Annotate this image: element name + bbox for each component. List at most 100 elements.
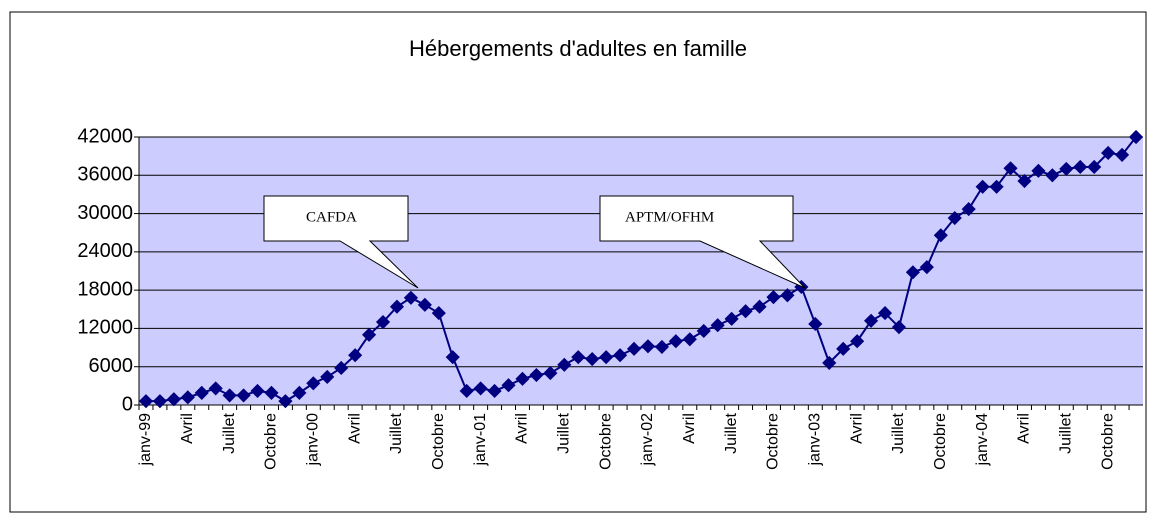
marker	[501, 378, 516, 393]
marker	[724, 311, 739, 326]
marker	[780, 288, 795, 303]
x-tick-label: Avril	[848, 413, 865, 444]
marker	[222, 388, 237, 403]
annotation: CAFDA	[306, 209, 357, 225]
y-tick-label: 24000	[77, 240, 133, 262]
x-tick-label: janv-03	[807, 413, 824, 467]
marker	[738, 304, 753, 319]
marker	[668, 334, 683, 349]
plot-area	[139, 137, 1143, 405]
y-tick-label: 18000	[77, 278, 133, 300]
callout	[599, 195, 806, 289]
y-tick-label: 36000	[77, 164, 133, 186]
marker	[599, 350, 614, 365]
y-tick-label: 12000	[77, 317, 133, 339]
marker	[166, 392, 181, 407]
y-tick-label: 30000	[77, 202, 133, 224]
marker	[682, 332, 697, 347]
x-tick-label: Avril	[179, 413, 196, 444]
marker	[1073, 159, 1088, 175]
marker	[208, 381, 223, 396]
marker	[766, 290, 781, 305]
marker	[654, 339, 669, 355]
marker	[1017, 173, 1032, 189]
x-tick-label: Juillet	[890, 412, 907, 453]
marker	[571, 350, 586, 365]
x-tick-label: janv-02	[639, 413, 656, 467]
x-tick-label: Juillet	[221, 412, 238, 453]
x-tick-label: Avril	[346, 413, 363, 444]
marker	[417, 297, 432, 312]
x-tick-label: Octobre	[263, 413, 280, 470]
marker	[264, 385, 279, 400]
x-tick-label: janv-04	[974, 413, 991, 467]
marker	[431, 306, 446, 321]
marker	[1115, 147, 1130, 162]
marker	[905, 265, 920, 280]
marker	[933, 228, 948, 243]
x-tick-label: Avril	[514, 413, 531, 444]
y-tick-label: 0	[122, 393, 133, 415]
chart-title: Hébergements d'adultes en famille	[409, 36, 747, 61]
marker	[236, 388, 251, 403]
marker	[585, 351, 600, 367]
marker	[348, 348, 363, 363]
marker	[138, 394, 154, 409]
marker	[320, 369, 335, 384]
marker	[1128, 129, 1144, 145]
marker	[626, 341, 642, 356]
marker	[864, 313, 879, 328]
marker	[1087, 159, 1102, 175]
marker	[487, 383, 502, 399]
marker	[180, 390, 195, 405]
x-tick-label: Juillet	[556, 412, 573, 453]
x-tick-label: janv-01	[472, 413, 489, 467]
x-tick-label: Avril	[681, 413, 698, 444]
y-tick-label: 6000	[89, 355, 134, 377]
marker	[152, 394, 167, 409]
marker	[947, 210, 962, 226]
marker	[836, 341, 851, 356]
callout	[263, 195, 419, 289]
marker	[1045, 168, 1060, 183]
marker	[710, 318, 725, 333]
x-tick-label: Octobre	[1099, 413, 1116, 470]
x-tick-label: janv-00	[305, 413, 322, 467]
marker	[1003, 161, 1018, 176]
annotation: APTM/OFHM	[625, 209, 714, 225]
marker	[278, 394, 293, 409]
marker	[515, 371, 530, 386]
marker	[975, 179, 990, 194]
marker	[850, 334, 865, 349]
marker	[989, 179, 1004, 194]
marker	[613, 348, 628, 363]
marker	[473, 381, 488, 396]
x-tick-label: Avril	[1016, 413, 1033, 444]
marker	[529, 367, 544, 383]
marker	[808, 316, 823, 332]
marker	[640, 339, 656, 354]
marker	[334, 360, 349, 376]
x-tick-label: Octobre	[430, 413, 447, 470]
marker	[919, 260, 934, 275]
marker	[250, 383, 265, 399]
marker	[891, 320, 907, 335]
x-tick-label: janv-99	[137, 413, 154, 467]
x-tick-label: Octobre	[932, 413, 949, 470]
x-tick-label: Juillet	[388, 412, 405, 453]
x-tick-label: Juillet	[723, 412, 740, 453]
marker	[1059, 161, 1074, 176]
marker	[459, 383, 474, 399]
marker	[1031, 163, 1046, 178]
marker	[543, 366, 558, 381]
marker	[822, 355, 837, 370]
x-tick-label: Octobre	[765, 413, 782, 470]
marker	[375, 314, 391, 330]
marker	[961, 202, 976, 217]
marker	[1101, 145, 1116, 161]
marker	[306, 376, 321, 391]
marker	[752, 299, 767, 314]
marker	[403, 290, 418, 305]
marker	[389, 299, 405, 314]
